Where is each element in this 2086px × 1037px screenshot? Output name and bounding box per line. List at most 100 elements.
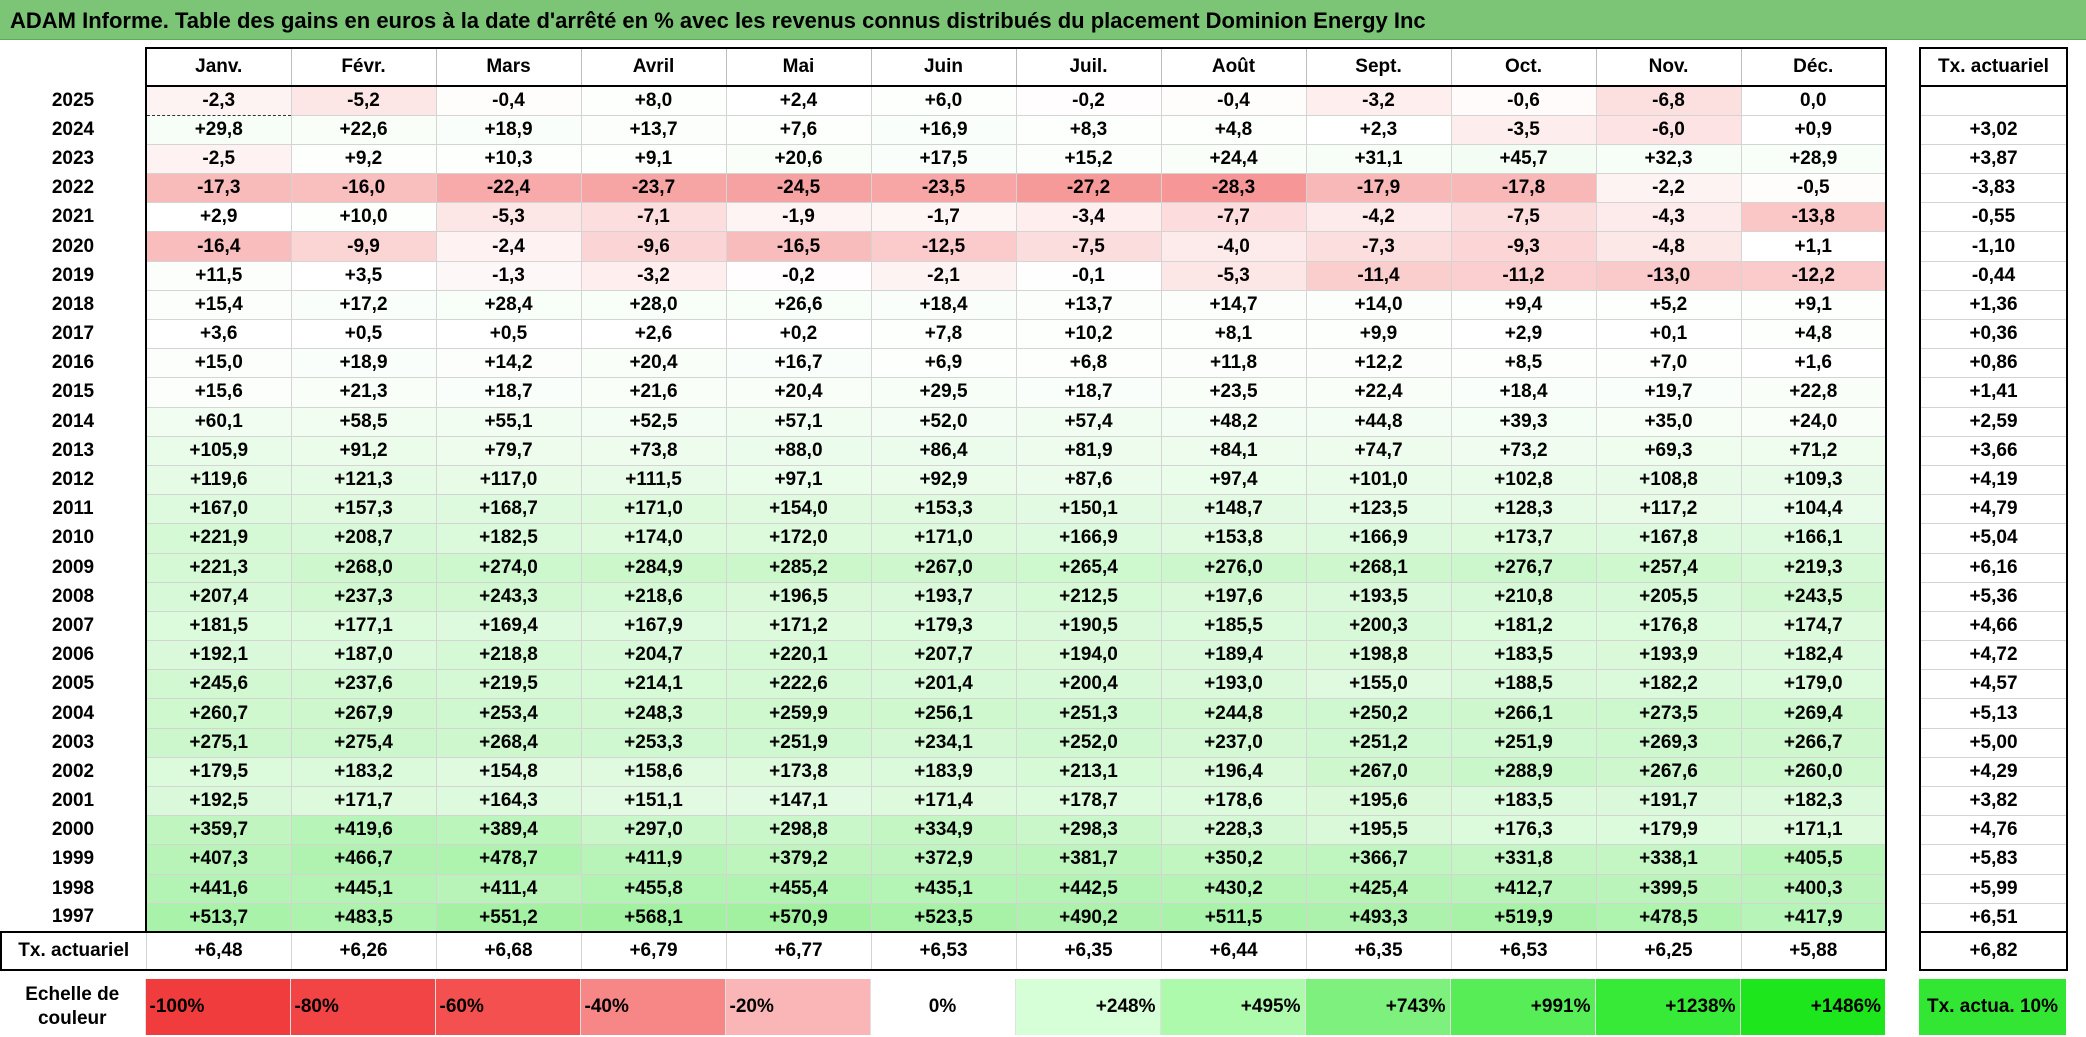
gain-cell: +39,3 (1451, 407, 1596, 436)
year-row: 2012 +119,6 +121,3 +117,0 +111,5 +97,1 +92,9 +8… (1, 465, 2067, 494)
gain-cell: +260,0 (1741, 757, 1886, 786)
gain-cell: +10,3 (436, 144, 581, 173)
total-rate-cell: +6,25 (1596, 932, 1741, 970)
gain-cell: +430,2 (1161, 874, 1306, 903)
column-gap (1886, 816, 1920, 845)
gain-cell: +196,4 (1161, 757, 1306, 786)
gain-cell: -17,9 (1306, 174, 1451, 203)
total-rate-cell: +6,53 (1451, 932, 1596, 970)
gain-cell: +2,9 (1451, 320, 1596, 349)
gain-cell: +171,1 (1741, 816, 1886, 845)
gain-cell: +24,0 (1741, 407, 1886, 436)
column-gap (1886, 86, 1920, 115)
gain-cell: +13,7 (581, 115, 726, 144)
gain-cell: -7,5 (1016, 232, 1161, 261)
column-gap (1886, 320, 1920, 349)
gain-cell: -16,5 (726, 232, 871, 261)
color-scale-stop: 0% (870, 979, 1015, 1035)
gain-cell: +359,7 (146, 816, 291, 845)
year-row: 2018 +15,4 +17,2 +28,4 +28,0 +26,6 +18,4 +13,7 +… (1, 290, 2067, 319)
gain-cell: +478,7 (436, 845, 581, 874)
gain-cell: +57,4 (1016, 407, 1161, 436)
year-row: 2023 -2,5 +9,2 +10,3 +9,1 +20,6 +17,5 +15,2 +24,… (1, 144, 2067, 173)
gain-cell: +267,0 (871, 553, 1016, 582)
gain-cell: +17,2 (291, 290, 436, 319)
gain-cell: -24,5 (726, 174, 871, 203)
gain-cell: +269,4 (1741, 699, 1886, 728)
gain-cell: -13,8 (1741, 203, 1886, 232)
gain-cell: +297,0 (581, 816, 726, 845)
gain-cell: +523,5 (871, 903, 1016, 932)
gain-cell: +153,8 (1161, 524, 1306, 553)
annual-rate-cell: -1,10 (1920, 232, 2067, 261)
gain-cell: +178,6 (1161, 787, 1306, 816)
column-gap (1886, 582, 1920, 611)
annual-rate-cell: +5,83 (1920, 845, 2067, 874)
gain-cell: +88,0 (726, 436, 871, 465)
annual-rate-cell (1920, 86, 2067, 115)
gain-cell: +256,1 (871, 699, 1016, 728)
gain-cell: +183,2 (291, 757, 436, 786)
year-row: 2024 +29,8 +22,6 +18,9 +13,7 +7,6 +16,9 +8,3 +4,… (1, 115, 2067, 144)
gain-cell: +73,2 (1451, 436, 1596, 465)
column-gap (1885, 979, 1919, 1035)
gain-cell: +101,0 (1306, 465, 1451, 494)
gain-cell: +15,0 (146, 349, 291, 378)
column-gap (1886, 378, 1920, 407)
gain-cell: -11,2 (1451, 261, 1596, 290)
gain-cell: +176,8 (1596, 611, 1741, 640)
year-label: 2004 (1, 699, 146, 728)
gain-cell: +58,5 (291, 407, 436, 436)
gain-cell: +195,6 (1306, 787, 1451, 816)
totals-label: Tx. actuariel (1, 932, 146, 970)
annual-rate-cell: +5,36 (1920, 582, 2067, 611)
gain-cell: +171,0 (871, 524, 1016, 553)
gain-cell: +157,3 (291, 495, 436, 524)
gain-cell: +166,1 (1741, 524, 1886, 553)
column-gap (1886, 757, 1920, 786)
year-label: 2023 (1, 144, 146, 173)
month-header: Mars (436, 48, 581, 86)
gain-cell: +8,3 (1016, 115, 1161, 144)
gain-cell: +269,3 (1596, 728, 1741, 757)
gain-cell: +253,4 (436, 699, 581, 728)
gain-cell: +166,9 (1016, 524, 1161, 553)
gain-cell: +268,0 (291, 553, 436, 582)
gain-cell: -0,2 (726, 261, 871, 290)
gain-cell: +171,4 (871, 787, 1016, 816)
month-header: Févr. (291, 48, 436, 86)
gain-cell: +188,5 (1451, 670, 1596, 699)
gain-cell: +18,4 (871, 290, 1016, 319)
gain-cell: -0,4 (1161, 86, 1306, 115)
year-row: 2022 -17,3 -16,0 -22,4 -23,7 -24,5 -23,5 -27,2-… (1, 174, 2067, 203)
gain-cell: +221,9 (146, 524, 291, 553)
gain-cell: +167,9 (581, 611, 726, 640)
gains-table: Janv. Févr. Mars Avril Mai Juin Juil. Août Sept.… (0, 47, 2068, 971)
gain-cell: +153,3 (871, 495, 1016, 524)
gain-cell: +86,4 (871, 436, 1016, 465)
gain-cell: +274,0 (436, 553, 581, 582)
color-scale-row: Echelle de couleur -100% -80% -60% -40% -20%… (0, 979, 2066, 1035)
gain-cell: +117,0 (436, 465, 581, 494)
year-row: 2008 +207,4 +237,3 +243,3 +218,6 +196,5 +193,7… (1, 582, 2067, 611)
total-rate-cell: +6,53 (871, 932, 1016, 970)
column-gap (1886, 932, 1920, 970)
month-header: Août (1161, 48, 1306, 86)
year-label: 2013 (1, 436, 146, 465)
total-rate-cell: +6,79 (581, 932, 726, 970)
gain-cell: +15,6 (146, 378, 291, 407)
gain-cell: -1,9 (726, 203, 871, 232)
gain-cell: -0,1 (1016, 261, 1161, 290)
total-rate-cell: +6,35 (1016, 932, 1161, 970)
gain-cell: +200,4 (1016, 670, 1161, 699)
gain-cell: +11,8 (1161, 349, 1306, 378)
gain-cell: +174,0 (581, 524, 726, 553)
target-rate-swatch: Tx. actua. 10% (1919, 979, 2066, 1035)
gain-cell: +1,1 (1741, 232, 1886, 261)
gain-cell: +212,5 (1016, 582, 1161, 611)
gain-cell: +284,9 (581, 553, 726, 582)
gain-cell: +267,0 (1306, 757, 1451, 786)
gain-cell: +259,9 (726, 699, 871, 728)
gain-cell: +60,1 (146, 407, 291, 436)
gain-cell: +267,6 (1596, 757, 1741, 786)
